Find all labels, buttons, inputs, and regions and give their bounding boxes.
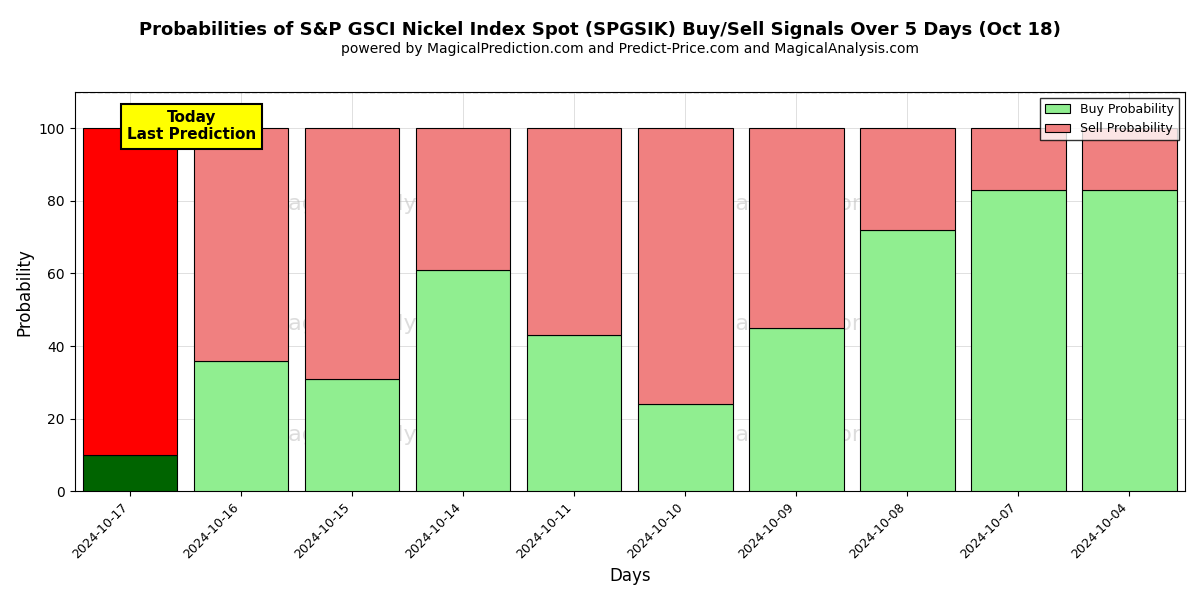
Text: MagicalPrediction.com: MagicalPrediction.com — [671, 194, 922, 214]
Bar — [194, 128, 288, 361]
Bar — [527, 128, 622, 335]
Text: Probabilities of S&P GSCI Nickel Index Spot (SPGSIK) Buy/Sell Signals Over 5 Day: Probabilities of S&P GSCI Nickel Index S… — [139, 21, 1061, 39]
Title: powered by MagicalPrediction.com and Predict-Price.com and MagicalAnalysis.com: powered by MagicalPrediction.com and Pre… — [341, 42, 919, 56]
Text: MagicalAnalysis.com: MagicalAnalysis.com — [270, 425, 502, 445]
Bar — [194, 361, 288, 491]
Bar — [416, 128, 510, 270]
Legend: Buy Probability, Sell Probability: Buy Probability, Sell Probability — [1040, 98, 1178, 140]
Bar — [416, 270, 510, 491]
Bar — [749, 128, 844, 328]
Bar — [83, 455, 178, 491]
Bar — [638, 128, 732, 404]
Text: Today
Last Prediction: Today Last Prediction — [127, 110, 256, 142]
Bar — [971, 190, 1066, 491]
Bar — [1082, 128, 1177, 190]
Text: MagicalAnalysis.com: MagicalAnalysis.com — [270, 194, 502, 214]
Bar — [860, 230, 955, 491]
Text: MagicalAnalysis.com: MagicalAnalysis.com — [270, 314, 502, 334]
Bar — [305, 379, 400, 491]
X-axis label: Days: Days — [610, 567, 650, 585]
Bar — [1082, 190, 1177, 491]
Bar — [860, 128, 955, 230]
Text: MagicalPrediction.com: MagicalPrediction.com — [671, 314, 922, 334]
Bar — [527, 335, 622, 491]
Bar — [83, 128, 178, 455]
Text: MagicalPrediction.com: MagicalPrediction.com — [671, 425, 922, 445]
Bar — [305, 128, 400, 379]
Y-axis label: Probability: Probability — [16, 248, 34, 335]
Bar — [638, 404, 732, 491]
Bar — [749, 328, 844, 491]
Bar — [971, 128, 1066, 190]
